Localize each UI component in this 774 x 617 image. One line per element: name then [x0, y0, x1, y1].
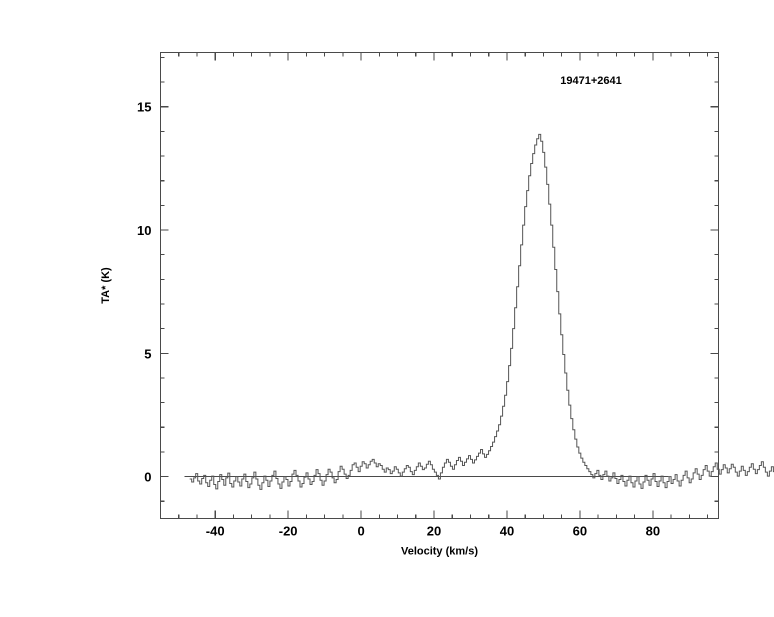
- y-axis-ticks: [160, 56, 719, 502]
- y-tick-label: 10: [137, 223, 151, 238]
- y-tick-label: 0: [144, 470, 151, 485]
- x-tick-label: -20: [279, 524, 298, 539]
- plot-frame: [159, 51, 720, 520]
- y-tick-label: 5: [144, 346, 151, 361]
- x-tick-label: 60: [573, 524, 587, 539]
- x-tick-label: -40: [206, 524, 225, 539]
- y-axis-title: TA* (K): [100, 267, 112, 304]
- x-axis-title: Velocity (km/s): [401, 546, 478, 558]
- x-tick-label: 80: [646, 524, 660, 539]
- x-tick-label: 20: [427, 524, 441, 539]
- axes-border: [159, 51, 720, 520]
- x-axis-tick-labels: -40 -20 0 20 40 60 80: [206, 524, 660, 539]
- x-tick-label: 0: [357, 524, 364, 539]
- x-tick-label: 40: [500, 524, 514, 539]
- spectrum-trace: [189, 133, 774, 490]
- plot-title: 19471+2641: [560, 75, 621, 87]
- y-tick-label: 15: [137, 100, 151, 115]
- y-axis-tick-labels: 0 5 10 15: [137, 100, 151, 485]
- x-axis-ticks: [159, 52, 709, 519]
